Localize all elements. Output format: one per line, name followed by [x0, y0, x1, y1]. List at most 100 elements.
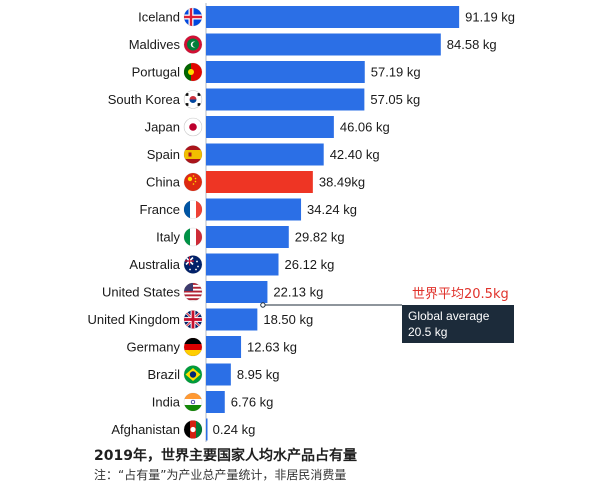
flag-star-small	[194, 177, 197, 180]
bar	[206, 143, 324, 166]
category-label: Iceland	[138, 10, 180, 25]
category-label: United Kingdom	[88, 312, 181, 327]
category-label: Portugal	[132, 65, 181, 80]
flag-left-field	[184, 63, 191, 81]
bar	[206, 336, 242, 358]
flag-globe	[189, 371, 197, 378]
flag-star	[189, 268, 191, 271]
flag-emblem	[188, 69, 194, 75]
flag-chakra	[190, 399, 196, 405]
spain-flag-icon	[184, 145, 202, 164]
category-label: Afghanistan	[111, 422, 180, 437]
value-label: 34.24 kg	[307, 202, 357, 217]
flag-sun	[189, 123, 197, 131]
value-label: 57.19 kg	[371, 65, 421, 80]
category-label: Italy	[156, 230, 180, 245]
flag-star-small	[194, 180, 197, 183]
chart-caption-title: 2019年，世界主要国家人均水产品占有量	[94, 448, 357, 464]
flag-trigram	[185, 93, 189, 96]
flag-canton	[184, 283, 193, 291]
flag-ring	[183, 365, 203, 384]
category-label: Germany	[127, 340, 181, 355]
bar	[206, 198, 302, 221]
chart-caption-note: 注：“占有量”为产业总产量统计，非居民消费量	[94, 468, 347, 482]
flag-ring	[183, 337, 203, 357]
value-label: 22.13 kg	[273, 285, 323, 300]
flag-ring	[183, 200, 203, 219]
germany-flag-icon	[184, 338, 202, 356]
flag-stripe	[184, 350, 202, 356]
flag-ring	[183, 62, 203, 82]
flag-ring	[183, 282, 203, 302]
bar	[206, 171, 313, 193]
bar	[206, 363, 231, 386]
value-label: 8.95 kg	[237, 367, 280, 382]
category-label: Japan	[145, 120, 180, 135]
flag-ring	[183, 310, 203, 329]
category-label: United States	[102, 285, 181, 300]
flag-star	[197, 265, 199, 268]
china-flag-icon	[184, 173, 202, 191]
flag-star-small	[192, 183, 195, 185]
bar	[206, 281, 268, 303]
flag-ring	[183, 392, 203, 412]
flag-stripe	[184, 393, 202, 399]
value-label: 29.82 kg	[295, 230, 345, 245]
reference-label-cn: 世界平均20.5kg	[412, 287, 509, 302]
reference-label-line2: 20.5 kg	[408, 325, 447, 339]
bar	[206, 6, 460, 28]
flag-ring	[183, 172, 203, 192]
value-label: 38.49kg	[319, 175, 365, 190]
category-label: India	[152, 395, 181, 410]
afghanistan-flag-icon	[184, 420, 202, 439]
flag-trigram	[185, 103, 189, 106]
flag-ring	[183, 7, 203, 27]
flag-ring	[183, 420, 203, 439]
flag-right-field	[196, 228, 202, 246]
value-label: 0.24 kg	[213, 422, 256, 437]
flag-ring	[183, 35, 203, 54]
flag-crescent-cut	[192, 41, 198, 48]
category-label: France	[140, 202, 180, 217]
flag-star	[187, 176, 193, 182]
flag-trigram	[197, 93, 201, 96]
bar	[206, 418, 208, 441]
flag-stripe	[189, 8, 193, 26]
flag-right-field	[196, 200, 202, 219]
value-label: 84.58 kg	[447, 37, 497, 52]
value-label: 6.76 kg	[231, 395, 274, 410]
brazil-flag-icon	[184, 365, 202, 384]
japan-flag-icon	[184, 118, 202, 136]
reference-label-line1: Global average	[408, 309, 490, 323]
value-label: 42.40 kg	[330, 147, 380, 162]
category-label: Maldives	[129, 37, 181, 52]
value-label: 26.12 kg	[285, 257, 335, 272]
flag-emblem	[190, 426, 196, 433]
australia-flag-icon	[184, 255, 202, 274]
united-states-flag-icon	[184, 283, 202, 301]
value-label: 12.63 kg	[247, 340, 297, 355]
bar	[206, 253, 279, 276]
bar	[206, 116, 334, 138]
bar	[206, 226, 289, 248]
reference-marker	[260, 302, 266, 308]
iceland-flag-icon	[184, 8, 202, 26]
category-label: South Korea	[108, 92, 181, 107]
south-korea-flag-icon	[184, 90, 202, 109]
flag-stripe	[184, 290, 202, 293]
reference-label-box	[402, 305, 514, 343]
flag-stripe	[184, 405, 202, 411]
category-label: Brazil	[147, 367, 180, 382]
india-flag-icon	[184, 393, 202, 411]
flag-taeguk-top	[189, 96, 197, 100]
value-label: 57.05 kg	[370, 92, 420, 107]
flag-ring	[183, 145, 203, 164]
flag-stripe	[184, 298, 202, 301]
bar	[206, 33, 441, 56]
bar	[206, 88, 365, 111]
bar	[206, 308, 258, 331]
flag-star-small	[192, 175, 195, 177]
bar	[206, 391, 225, 413]
